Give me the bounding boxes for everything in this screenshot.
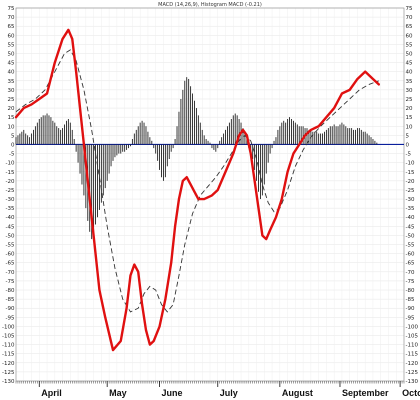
y-tick-label-right: -110 — [406, 343, 419, 349]
y-tick-label-right: -125 — [406, 370, 419, 376]
y-tick-label-right: -40 — [406, 215, 415, 221]
y-tick-label-right: -55 — [406, 243, 415, 249]
y-tick-label-right: -25 — [406, 188, 415, 194]
y-tick-label-left: 10 — [8, 124, 15, 130]
y-tick-label-right: -115 — [406, 352, 419, 358]
y-tick-label-left: 55 — [8, 42, 15, 48]
y-tick-label-left: -20 — [6, 179, 15, 185]
y-tick-label-left: -55 — [6, 243, 15, 249]
y-tick-label-right: 50 — [406, 51, 413, 57]
y-tick-label-left: -85 — [6, 297, 15, 303]
y-tick-label-left: -65 — [6, 261, 15, 267]
y-tick-label-left: 5 — [11, 133, 15, 139]
y-tick-label-right: -85 — [406, 297, 415, 303]
x-month-label: August — [282, 388, 313, 398]
x-month-label: July — [220, 388, 238, 398]
y-tick-label-right: 45 — [406, 61, 413, 67]
y-tick-label-left: -40 — [6, 215, 15, 221]
y-tick-label-right: -130 — [406, 379, 419, 385]
x-month-label: April — [41, 388, 62, 398]
y-tick-label-right: -70 — [406, 270, 415, 276]
x-month-label: May — [109, 388, 127, 398]
y-tick-label-left: -120 — [2, 361, 15, 367]
y-tick-label-right: 5 — [406, 133, 410, 139]
y-tick-label-right: 10 — [406, 124, 413, 130]
y-tick-label-left: -35 — [6, 206, 15, 212]
y-tick-label-right: -80 — [406, 288, 415, 294]
y-tick-label-left: -90 — [6, 306, 15, 312]
y-tick-label-right: -50 — [406, 233, 415, 239]
y-tick-label-right: -10 — [406, 161, 415, 167]
y-tick-label-right: -90 — [406, 306, 415, 312]
y-tick-label-left: 15 — [8, 115, 15, 121]
y-tick-label-left: -110 — [2, 343, 15, 349]
macd-line — [14, 28, 380, 352]
y-tick-label-right: -30 — [406, 197, 415, 203]
y-tick-label-right: -45 — [406, 224, 415, 230]
y-tick-label-right: -35 — [406, 206, 415, 212]
signal-line — [15, 49, 379, 313]
x-month-label: Octo — [402, 388, 420, 398]
y-tick-label-right: 55 — [406, 42, 413, 48]
lines-layer — [14, 28, 380, 352]
y-tick-label-right: -120 — [406, 361, 419, 367]
y-tick-label-left: -80 — [6, 288, 15, 294]
y-tick-label-left: -60 — [6, 252, 15, 258]
y-tick-label-left: -70 — [6, 270, 15, 276]
y-tick-label-left: -15 — [6, 170, 15, 176]
y-tick-label-left: -100 — [2, 324, 15, 330]
y-tick-label-right: -65 — [406, 261, 415, 267]
y-tick-label-left: -125 — [2, 370, 15, 376]
y-tick-label-right: 75 — [406, 6, 413, 12]
y-tick-label-right: 20 — [406, 106, 413, 112]
y-tick-label-left: -115 — [2, 352, 15, 358]
y-tick-label-left: -75 — [6, 279, 15, 285]
y-tick-label-left: 25 — [8, 97, 15, 103]
y-tick-label-right: 70 — [406, 15, 413, 21]
y-tick-label-right: -95 — [406, 315, 415, 321]
y-tick-label-left: 60 — [8, 33, 15, 39]
x-month-label: September — [342, 388, 389, 398]
y-tick-label-right: 15 — [406, 115, 413, 121]
y-tick-label-left: -130 — [2, 379, 15, 385]
y-tick-label-left: -45 — [6, 224, 15, 230]
x-month-label: June — [162, 388, 183, 398]
y-tick-label-left: 0 — [11, 142, 15, 148]
y-tick-label-right: -60 — [406, 252, 415, 258]
y-tick-label-left: -25 — [6, 188, 15, 194]
y-tick-label-right: 30 — [406, 88, 413, 94]
y-tick-label-right: 40 — [406, 70, 413, 76]
y-tick-label-left: -10 — [6, 161, 15, 167]
y-tick-label-left: -95 — [6, 315, 15, 321]
y-tick-label-right: -15 — [406, 170, 415, 176]
y-tick-label-left: 20 — [8, 106, 15, 112]
chart-title: MACD (14,26,9), Histogram MACD (-0.21) — [158, 2, 262, 8]
y-tick-label-right: 35 — [406, 79, 413, 85]
y-tick-label-left: 75 — [8, 6, 15, 12]
y-tick-label-left: -50 — [6, 233, 15, 239]
y-tick-label-left: 65 — [8, 24, 15, 30]
y-tick-label-left: 45 — [8, 61, 15, 67]
y-tick-label-right: 0 — [406, 142, 410, 148]
y-tick-label-right: -20 — [406, 179, 415, 185]
y-tick-label-left: -5 — [9, 152, 15, 158]
y-tick-label-right: -5 — [406, 152, 412, 158]
y-tick-label-left: -30 — [6, 197, 15, 203]
y-tick-label-right: -105 — [406, 334, 419, 340]
y-tick-label-left: 30 — [8, 88, 15, 94]
y-tick-label-left: 70 — [8, 15, 15, 21]
y-tick-label-right: -75 — [406, 279, 415, 285]
y-tick-label-left: 40 — [8, 70, 15, 76]
y-tick-label-left: 50 — [8, 51, 15, 57]
y-tick-label-right: 60 — [406, 33, 413, 39]
y-tick-label-left: 35 — [8, 79, 15, 85]
y-tick-label-right: -100 — [406, 324, 419, 330]
y-tick-label-left: -105 — [2, 334, 15, 340]
y-tick-label-right: 65 — [406, 24, 413, 30]
y-tick-label-right: 25 — [406, 97, 413, 103]
